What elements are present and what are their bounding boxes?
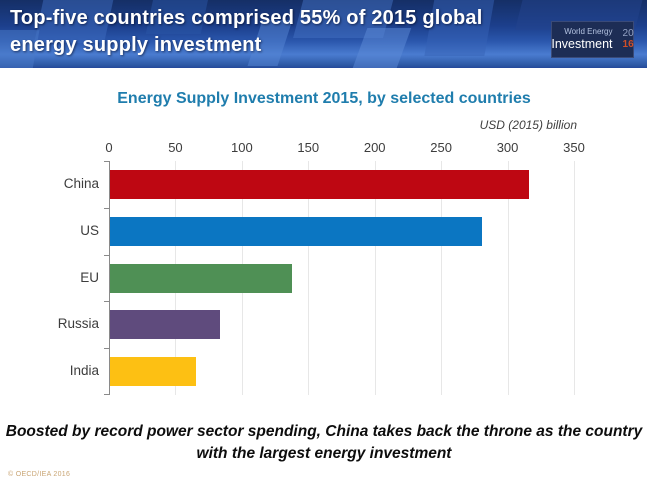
bar-india (110, 357, 197, 387)
x-tick-label: 50 (168, 140, 183, 155)
slide-title-line1: Top-five countries comprised 55% of 2015… (10, 7, 483, 29)
bar-us (110, 216, 482, 246)
logo-brand-top: World Energy (564, 27, 613, 37)
y-axis-tick (104, 348, 109, 349)
logo-brand-bottom: Investment (551, 37, 613, 52)
gridline (574, 161, 575, 395)
logo-year-bottom: 16 (622, 39, 634, 50)
bar-russia (110, 310, 221, 340)
x-tick-label: 350 (563, 140, 585, 155)
y-axis-tick (104, 255, 109, 256)
y-axis-tick (104, 161, 109, 162)
logo-brand-text: World Energy Investment (551, 28, 612, 51)
takeaway-text: Boosted by record power sector spending,… (0, 421, 648, 465)
y-axis-tick (104, 208, 109, 209)
x-tick-label: 300 (496, 140, 519, 155)
gridline (374, 161, 376, 395)
category-label: Russia (57, 316, 99, 332)
category-label: EU (80, 269, 99, 285)
x-tick-label: 0 (105, 140, 113, 155)
bar-row: US (80, 208, 575, 255)
gridline (308, 161, 310, 395)
bar-china (110, 170, 529, 199)
x-tick-label: 200 (363, 140, 386, 155)
logo-year: 20 16 (623, 29, 634, 50)
chart-title: Energy Supply Investment 2015, by select… (117, 90, 531, 107)
bar-row: Russia (58, 301, 575, 348)
plot-area: China US EU Russia India (58, 161, 575, 395)
bar-eu (110, 263, 292, 293)
slide-title: Top-five countries comprised 55% of 2015… (10, 5, 482, 59)
takeaway-line1: Boosted by record power sector spending,… (5, 423, 643, 440)
y-axis-tick (104, 394, 109, 395)
x-tick-label: 250 (430, 140, 452, 155)
x-tick-label: 100 (230, 140, 253, 155)
category-label: India (69, 363, 99, 379)
world-energy-investment-logo: World Energy Investment 20 16 (551, 21, 634, 58)
slide-title-line2: energy supply investment (10, 34, 262, 56)
gridline (507, 161, 509, 395)
takeaway-line2: with the largest energy investment (196, 445, 452, 462)
bar-row: EU (80, 255, 575, 302)
copyright-note: © OECD/IEA 2016 (8, 471, 71, 478)
logo-year-top: 20 (622, 28, 634, 39)
axis-unit-label: USD (2015) billion (479, 118, 577, 132)
gridline (441, 161, 443, 395)
header-banner: Top-five countries comprised 55% of 2015… (0, 0, 647, 68)
bar-row: China (64, 161, 575, 208)
x-tick-label: 150 (297, 140, 320, 155)
y-axis-tick (104, 301, 109, 302)
category-label: China (63, 176, 99, 191)
category-label: US (80, 222, 99, 238)
bar-row: India (70, 348, 575, 395)
